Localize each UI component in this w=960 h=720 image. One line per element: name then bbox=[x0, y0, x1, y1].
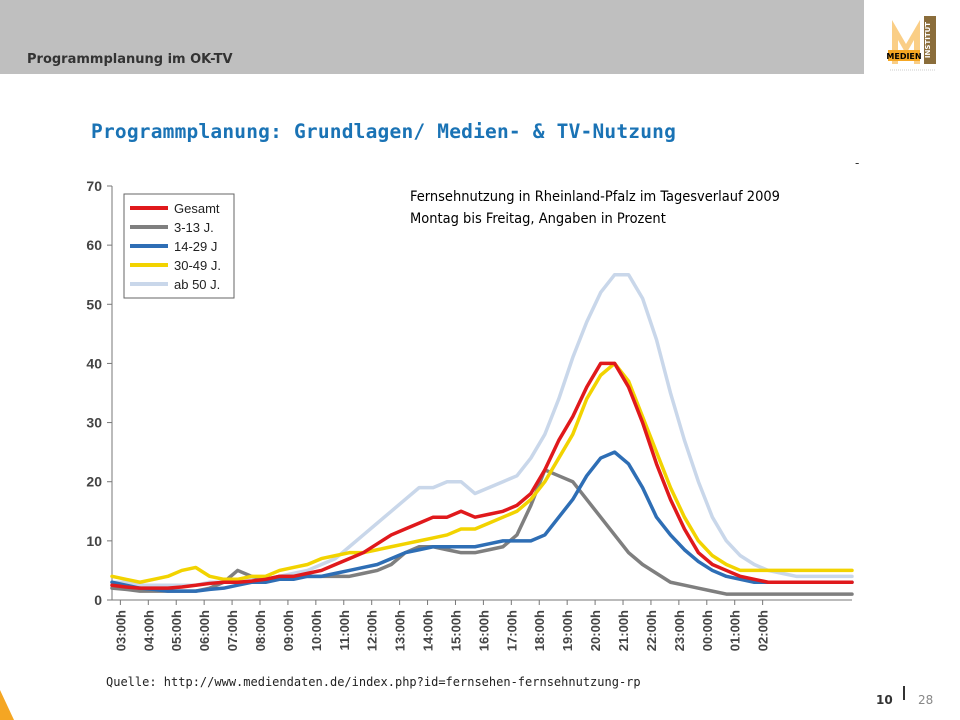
x-tick-label: 07:00h bbox=[225, 610, 240, 651]
source-link[interactable]: Quelle: http://www.mediendaten.de/index.… bbox=[106, 675, 641, 689]
y-tick-label: 60 bbox=[86, 237, 102, 253]
x-tick-label: 20:00h bbox=[588, 610, 603, 651]
series-line-3-13-j- bbox=[110, 468, 854, 596]
x-tick-label: 22:00h bbox=[644, 610, 659, 651]
x-tick-label: 06:00h bbox=[197, 610, 212, 651]
x-tick-label: 02:00h bbox=[756, 610, 771, 651]
x-tick-label: 00:00h bbox=[700, 610, 715, 651]
x-tick-label: 16:00h bbox=[476, 610, 491, 651]
logo-side-text: INSTITUT bbox=[924, 22, 932, 58]
x-tick-label: 08:00h bbox=[253, 610, 268, 651]
header-title: Programmplanung im OK-TV bbox=[27, 52, 233, 67]
series-line-gesamt bbox=[110, 361, 854, 590]
y-tick-label: 20 bbox=[86, 474, 102, 490]
header-bar: Programmplanung im OK-TV bbox=[0, 0, 864, 74]
tv-usage-line-chart: 0 10 20 30 40 50 60 70 03:00h 04:00h 05:00h 06:00h 0… bbox=[76, 172, 866, 664]
x-tick-label: 19:00h bbox=[560, 610, 575, 651]
chart-caption-line1: Fernsehnutzung in Rheinland-Pfalz im Tag… bbox=[410, 189, 780, 205]
x-tick-label: 01:00h bbox=[728, 610, 743, 651]
page-separator bbox=[903, 686, 905, 700]
y-tick-label: 70 bbox=[86, 178, 102, 194]
legend-label: ab 50 J. bbox=[174, 277, 220, 292]
medien-institut-logo: INSTITUT MEDIEN bbox=[886, 16, 936, 71]
y-tick-label: 50 bbox=[86, 296, 102, 312]
chart-caption: Fernsehnutzung in Rheinland-Pfalz im Tag… bbox=[410, 186, 780, 230]
x-tick-label: 12:00h bbox=[365, 610, 380, 651]
x-tick-label: 05:00h bbox=[169, 610, 184, 651]
y-tick-label: 40 bbox=[86, 355, 102, 371]
page-total: 28 bbox=[918, 693, 934, 707]
x-tick-label: 09:00h bbox=[281, 610, 296, 651]
legend-label: 3-13 J. bbox=[174, 220, 214, 235]
x-tick-label: 21:00h bbox=[616, 610, 631, 651]
x-tick-label: 23:00h bbox=[672, 610, 687, 651]
y-tick-label: 10 bbox=[86, 533, 102, 549]
legend-label: Gesamt bbox=[174, 201, 220, 216]
x-tick-label: 04:00h bbox=[141, 610, 156, 651]
x-tick-label: 18:00h bbox=[532, 610, 547, 651]
legend-label: 30-49 J. bbox=[174, 258, 221, 273]
series-line-30-49-j- bbox=[110, 361, 854, 585]
series-line-14-29-j bbox=[110, 450, 854, 593]
slide-title: Programmplanung: Grundlagen/ Medien- & T… bbox=[91, 120, 677, 143]
legend-label: 14-29 J bbox=[174, 239, 217, 254]
x-tick-label: 10:00h bbox=[309, 610, 324, 651]
x-tick-label: 11:00h bbox=[337, 610, 352, 651]
x-tick-label: 14:00h bbox=[421, 610, 436, 651]
dash-mark: - bbox=[855, 156, 860, 170]
x-tick-label: 15:00h bbox=[448, 610, 463, 651]
x-tick-label: 03:00h bbox=[113, 610, 128, 651]
x-tick-label: 17:00h bbox=[504, 610, 519, 651]
chart-caption-line2: Montag bis Freitag, Angaben in Prozent bbox=[410, 211, 666, 227]
y-tick-label: 30 bbox=[86, 415, 102, 431]
x-tick-label: 13:00h bbox=[393, 610, 408, 651]
page-number: 10 bbox=[876, 693, 893, 707]
y-tick-label: 0 bbox=[94, 592, 102, 608]
corner-accent bbox=[0, 690, 14, 720]
logo-main-text: MEDIEN bbox=[886, 52, 921, 61]
